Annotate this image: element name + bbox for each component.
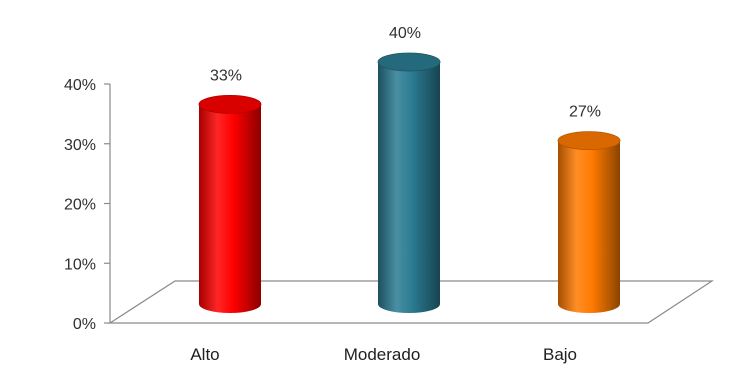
bar-body [199, 104, 261, 313]
data-label: 33% [210, 67, 242, 84]
y-tick-label: 10% [64, 256, 96, 273]
y-tick-label: 40% [64, 77, 96, 94]
y-tick-label: 20% [64, 197, 96, 214]
y-tick-label: 0% [73, 316, 96, 333]
data-label: 40% [389, 25, 421, 42]
category-labels: Alto Moderado Bajo [190, 345, 577, 364]
data-label: 27% [569, 104, 601, 121]
bar-alto [198, 94, 262, 313]
bar-bajo [557, 131, 621, 313]
bar-moderado [377, 52, 441, 313]
y-axis-ticks: 0% 10% 20% 30% 40% [64, 77, 110, 333]
bar-top [198, 94, 262, 114]
bar-top [557, 131, 621, 151]
category-label: Alto [190, 345, 219, 364]
category-label: Moderado [344, 345, 421, 364]
chart-floor [107, 280, 715, 324]
data-labels: 33% 40% 27% [210, 25, 601, 121]
bar-body [378, 62, 440, 313]
y-tick-label: 30% [64, 137, 96, 154]
bar-top [377, 52, 441, 72]
bar-body [558, 140, 620, 313]
bars [198, 52, 621, 313]
category-label: Bajo [543, 345, 577, 364]
